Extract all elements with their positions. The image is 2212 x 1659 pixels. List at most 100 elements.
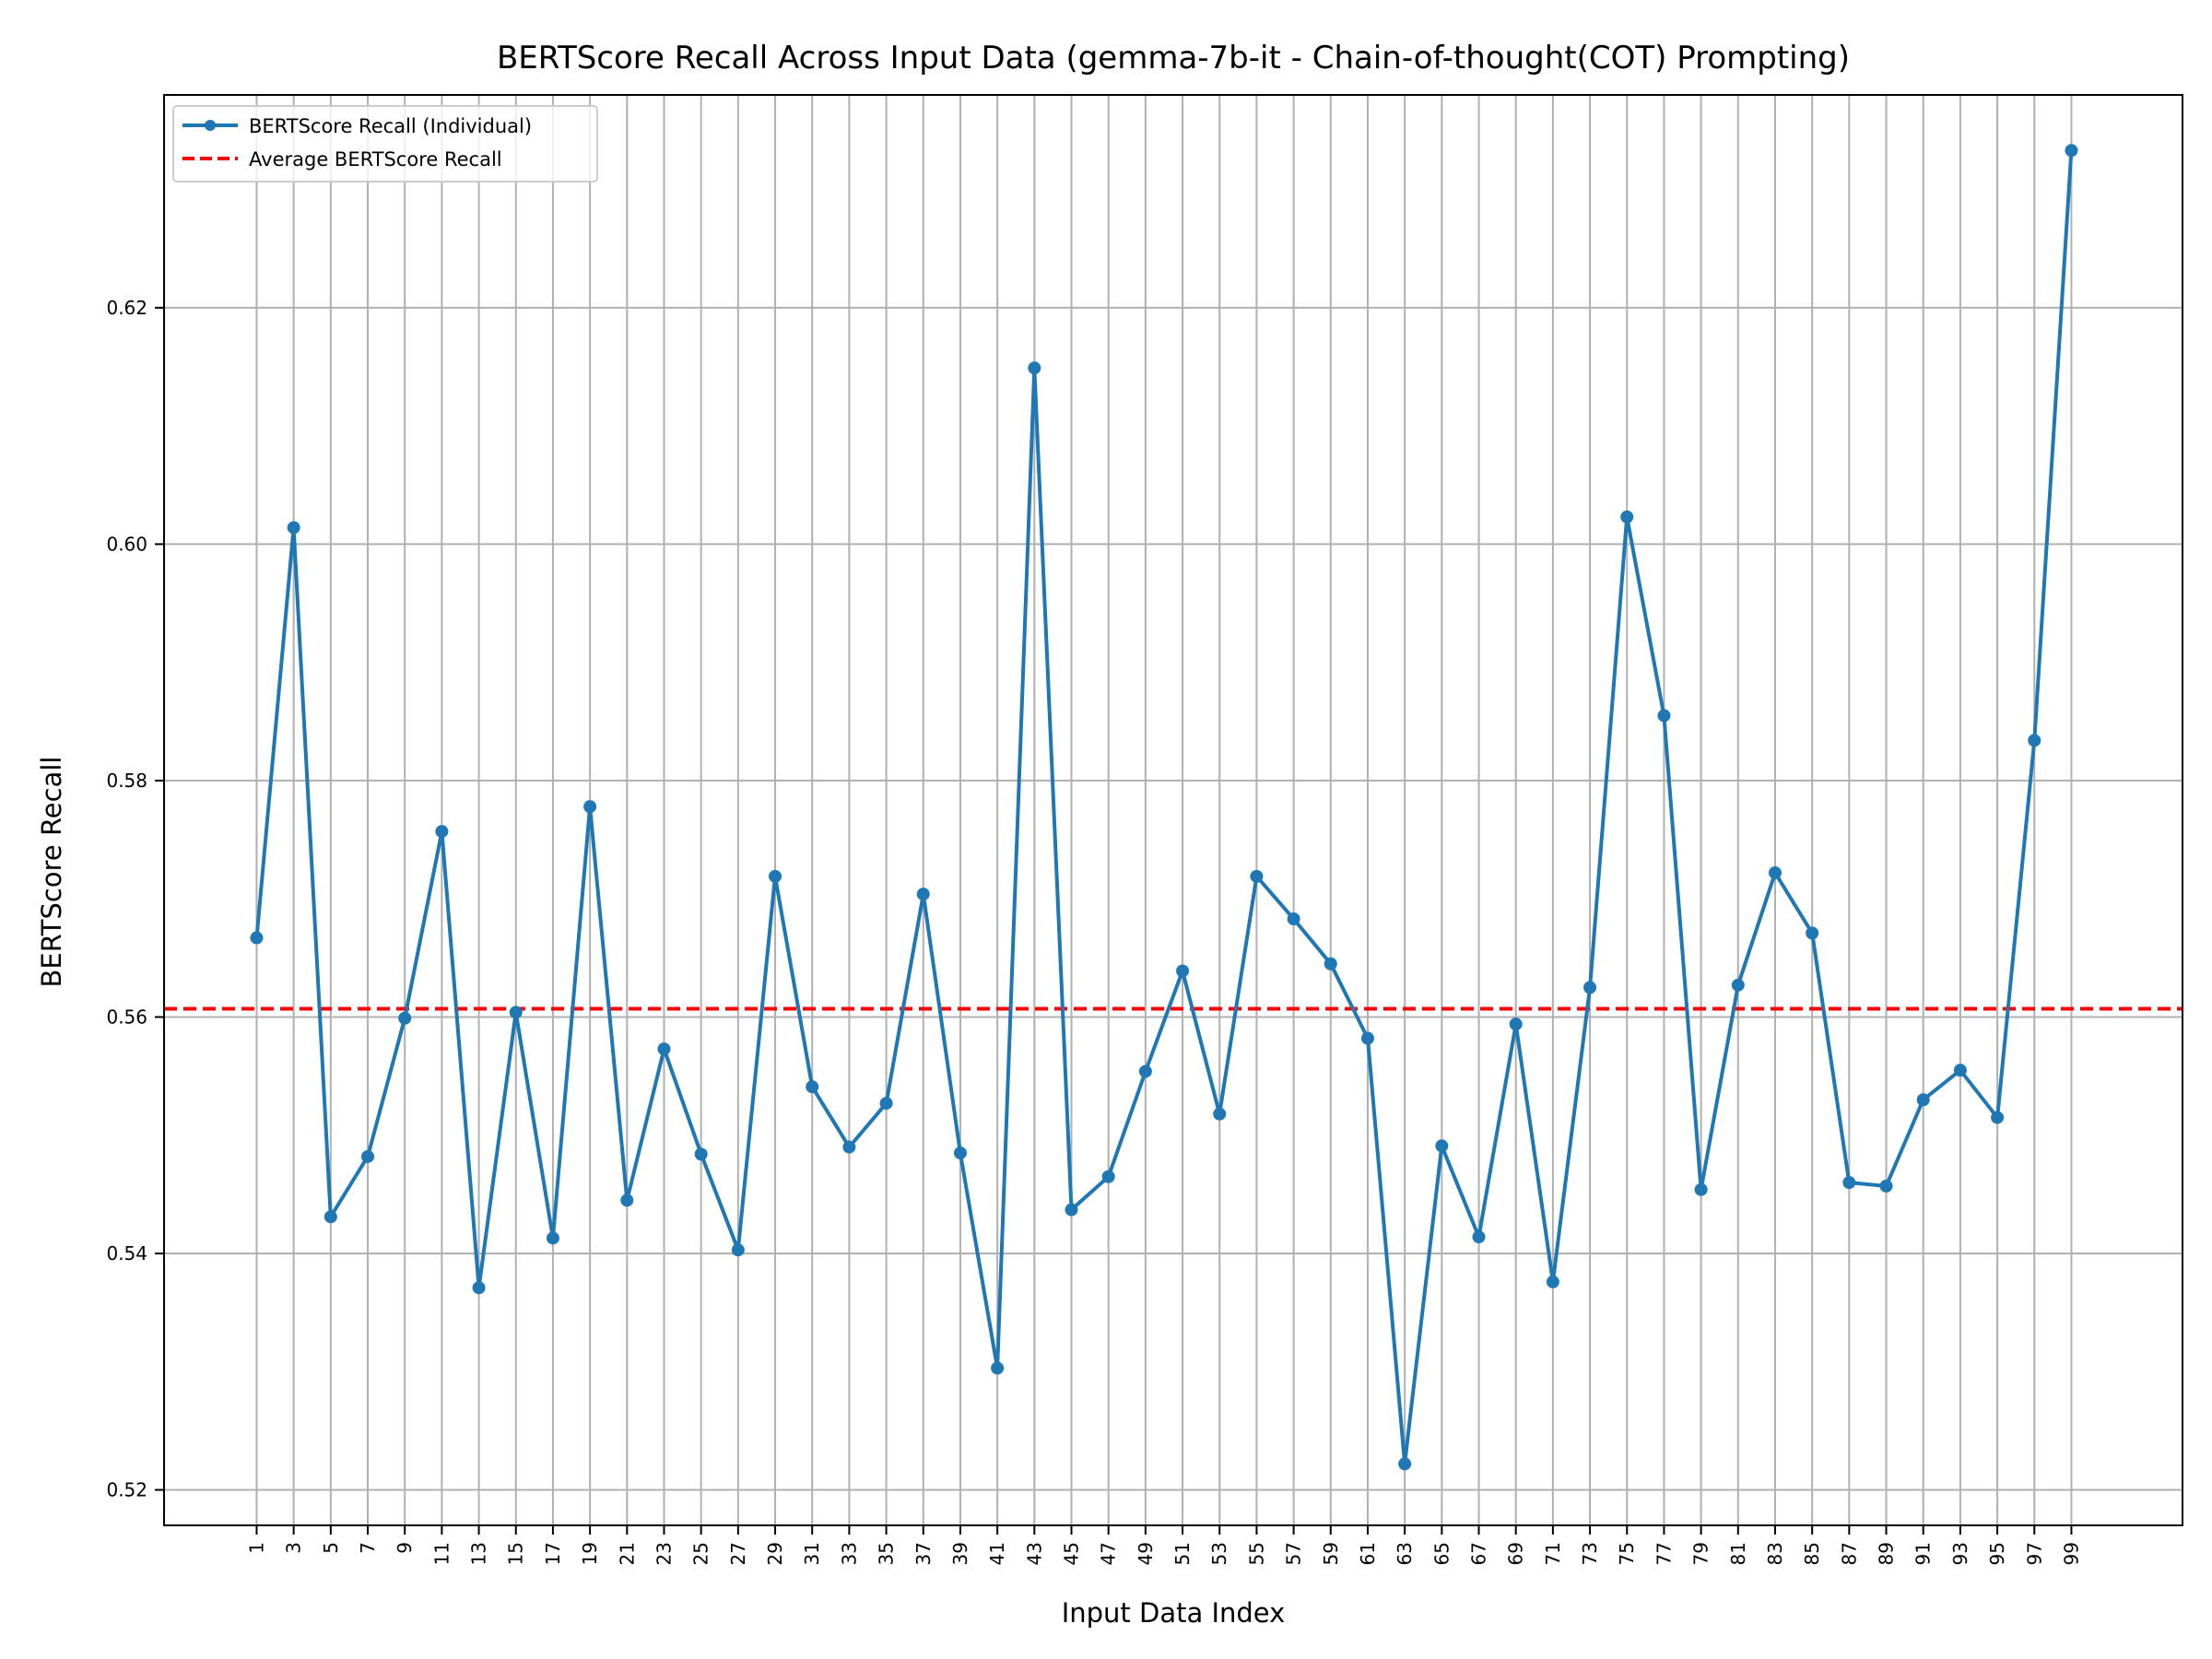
data-point <box>1620 510 1634 524</box>
x-tick-label: 67 <box>1468 1542 1490 1565</box>
legend-label-average: Average BERTScore Recall <box>249 148 502 171</box>
data-point <box>657 1042 671 1056</box>
x-tick-label: 37 <box>912 1542 935 1565</box>
data-point <box>509 1006 523 1019</box>
x-tick-label: 75 <box>1616 1542 1638 1565</box>
data-point <box>879 1097 893 1111</box>
data-point <box>1694 1182 1708 1196</box>
data-point <box>731 1243 745 1257</box>
x-tick-label: 11 <box>430 1542 453 1565</box>
y-tick-label: 0.54 <box>106 1242 147 1265</box>
y-tick-label: 0.58 <box>106 770 147 792</box>
x-tick-label: 43 <box>1023 1542 1045 1565</box>
x-tick-label: 21 <box>616 1542 638 1565</box>
data-point <box>361 1149 375 1163</box>
data-point <box>620 1194 634 1207</box>
data-point <box>769 869 782 883</box>
legend-box <box>172 105 598 182</box>
data-point <box>1583 981 1597 994</box>
legend: BERTScore Recall (Individual) Average BE… <box>172 105 598 182</box>
x-tick-label: 3 <box>283 1542 305 1554</box>
x-tick-label: 91 <box>1912 1542 1935 1565</box>
x-tick-label: 61 <box>1357 1542 1379 1565</box>
data-point <box>1101 1170 1115 1183</box>
data-point <box>806 1080 819 1094</box>
x-tick-label: 51 <box>1171 1542 1194 1565</box>
x-tick-label: 45 <box>1060 1542 1082 1565</box>
data-point <box>435 825 449 839</box>
data-point <box>1324 957 1337 971</box>
data-point <box>694 1147 708 1161</box>
data-point <box>1472 1230 1486 1244</box>
x-tick-label: 99 <box>2060 1542 2082 1565</box>
data-point <box>1138 1065 1152 1078</box>
x-tick-label: 1 <box>245 1542 267 1554</box>
data-point <box>472 1281 486 1295</box>
x-tick-label: 19 <box>579 1542 601 1565</box>
grid <box>164 95 2183 1525</box>
x-tick-label: 31 <box>801 1542 823 1565</box>
data-point <box>287 521 300 535</box>
x-tick-label: 87 <box>1838 1542 1860 1565</box>
y-tick-label: 0.60 <box>106 533 147 555</box>
plot-frame <box>163 94 2183 1526</box>
series-line-individual <box>254 150 2074 1466</box>
x-tick-label: 33 <box>838 1542 860 1565</box>
data-point <box>1731 978 1745 992</box>
data-point <box>1509 1018 1523 1031</box>
x-tick-label: 97 <box>2023 1542 2045 1565</box>
data-point <box>953 1146 967 1159</box>
y-tick-label: 0.56 <box>106 1006 147 1028</box>
x-tick-label: 89 <box>1876 1542 1898 1565</box>
y-tick-label: 0.52 <box>106 1479 147 1501</box>
data-point <box>2028 734 2041 747</box>
x-tick-label: 9 <box>394 1542 416 1554</box>
x-tick-label: 23 <box>653 1542 675 1565</box>
data-point <box>324 1210 337 1224</box>
data-point <box>398 1011 412 1025</box>
x-tick-label: 77 <box>1653 1542 1675 1565</box>
x-tick-label: 53 <box>1208 1542 1230 1565</box>
data-point <box>1213 1107 1227 1121</box>
data-point <box>1806 926 1819 940</box>
data-point <box>842 1140 856 1154</box>
data-point <box>916 888 930 901</box>
data-point <box>250 931 264 945</box>
x-tick-label: 65 <box>1430 1542 1453 1565</box>
x-tick-label: 47 <box>1098 1542 1120 1565</box>
data-point <box>1879 1179 1893 1193</box>
x-tick-label: 35 <box>876 1542 898 1565</box>
x-tick-label: 15 <box>505 1542 527 1565</box>
data-point <box>1657 709 1671 723</box>
x-tick-label: 69 <box>1505 1542 1527 1565</box>
x-tick-label: 7 <box>357 1542 379 1554</box>
x-tick-label: 83 <box>1764 1542 1786 1565</box>
x-tick-label: 59 <box>1320 1542 1342 1565</box>
data-point <box>991 1361 1005 1375</box>
data-point <box>1435 1139 1449 1153</box>
x-tick-label: 55 <box>1245 1542 1267 1565</box>
x-tick-label: 5 <box>320 1542 342 1554</box>
x-tick-label: 95 <box>1986 1542 2008 1565</box>
x-tick-label: 13 <box>468 1542 490 1565</box>
chart-title: BERTScore Recall Across Input Data (gemm… <box>497 40 1850 76</box>
data-point <box>1546 1275 1559 1288</box>
data-point <box>583 800 597 814</box>
y-axis-label: BERTScore Recall <box>36 757 67 988</box>
x-tick-label: 85 <box>1801 1542 1823 1565</box>
x-tick-label: 81 <box>1727 1542 1749 1565</box>
data-point <box>546 1231 559 1245</box>
x-axis-label: Input Data Index <box>1062 1597 1286 1629</box>
series-layer <box>250 144 2078 1471</box>
x-tick-label: 71 <box>1542 1542 1564 1565</box>
data-point <box>1250 869 1264 883</box>
x-tick-label: 49 <box>1135 1542 1157 1565</box>
x-tick-label: 41 <box>986 1542 1008 1565</box>
data-point <box>2065 144 2078 158</box>
x-tick-label: 25 <box>690 1542 712 1565</box>
data-point <box>1287 912 1300 926</box>
data-point <box>1953 1064 1967 1077</box>
data-point <box>1842 1176 1856 1190</box>
